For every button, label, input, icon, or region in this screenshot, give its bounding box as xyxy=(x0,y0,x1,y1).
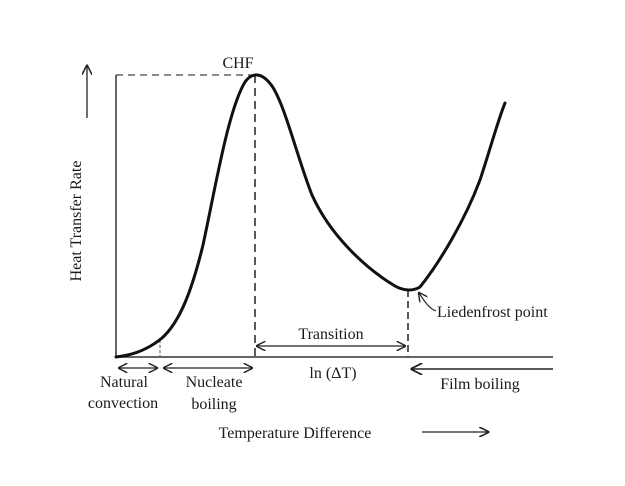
natural-label-line1: Natural xyxy=(100,374,149,391)
chf-label: CHF xyxy=(222,55,253,72)
nucleate-label-line1: Nucleate xyxy=(186,374,243,391)
natural-label-line2: convection xyxy=(88,395,158,412)
x-axis-label: Temperature Difference xyxy=(219,425,372,442)
boiling-curve xyxy=(114,73,507,359)
transition-label: Transition xyxy=(298,326,363,343)
y-axis-label: Heat Transfer Rate xyxy=(68,161,85,282)
film-boiling-label: Film boiling xyxy=(440,376,520,393)
liedenfrost-pointer xyxy=(419,293,437,312)
nucleate-label-line2: boiling xyxy=(191,396,236,413)
ln-delta-t-label: ln (ΔT) xyxy=(309,365,356,382)
liedenfrost-label: Liedenfrost point xyxy=(437,304,548,321)
